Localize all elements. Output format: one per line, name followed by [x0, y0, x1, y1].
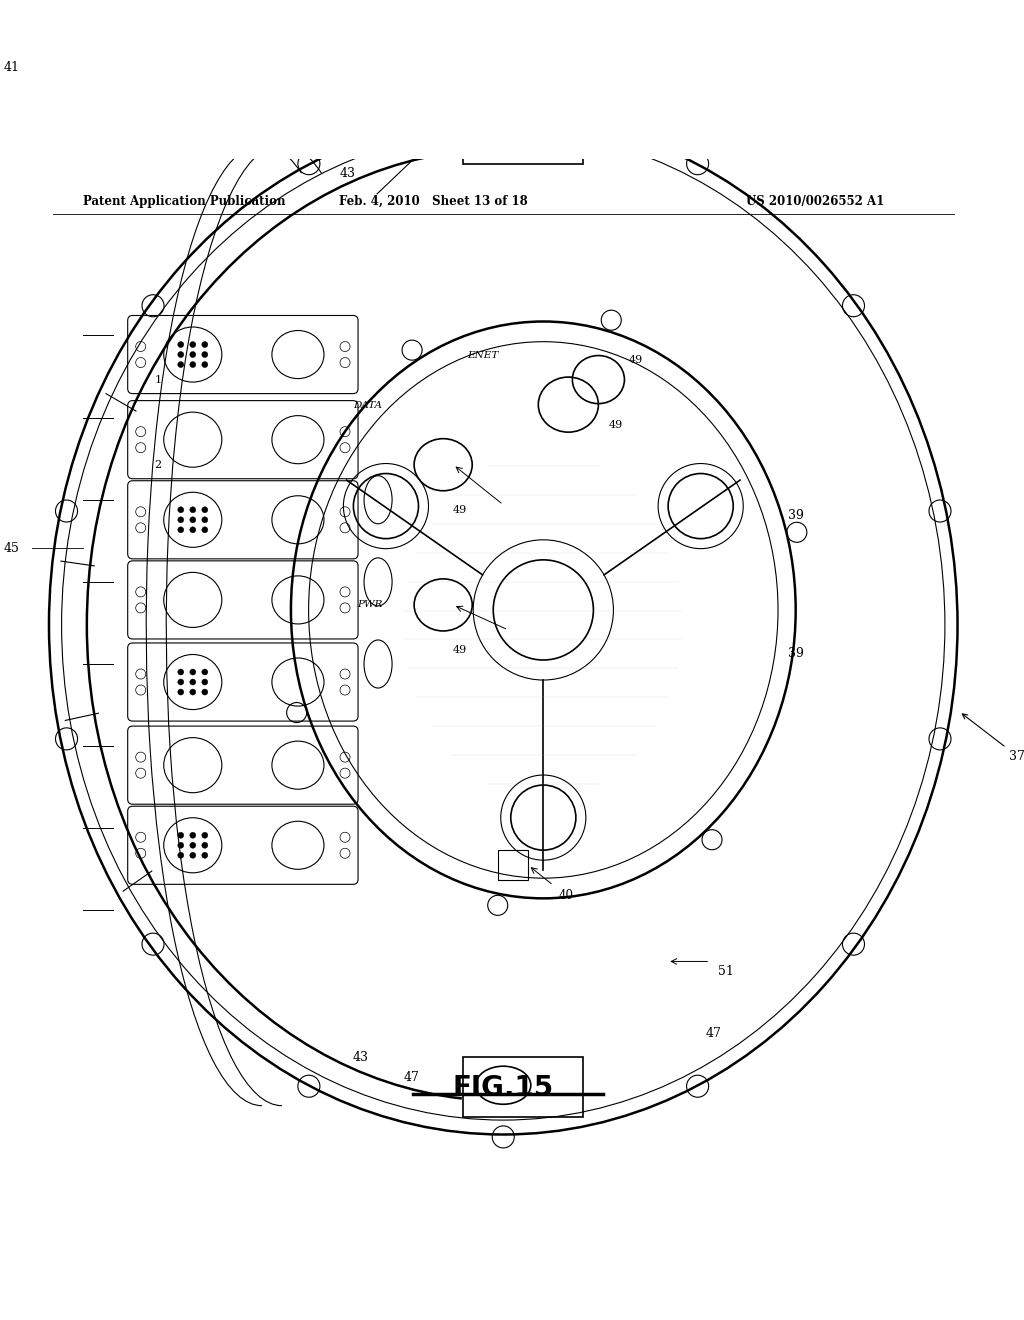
Text: 49: 49	[454, 645, 467, 655]
Ellipse shape	[178, 689, 183, 696]
Ellipse shape	[189, 507, 196, 512]
Text: 49: 49	[629, 355, 643, 364]
Ellipse shape	[189, 351, 196, 358]
Ellipse shape	[178, 517, 183, 523]
Text: 45: 45	[4, 541, 19, 554]
Text: 43: 43	[352, 1051, 369, 1064]
Text: 43: 43	[340, 168, 356, 181]
Ellipse shape	[189, 832, 196, 838]
Ellipse shape	[189, 517, 196, 523]
Text: 49: 49	[454, 504, 467, 515]
Ellipse shape	[202, 669, 208, 675]
Ellipse shape	[178, 362, 183, 367]
Ellipse shape	[178, 842, 183, 849]
Text: 40: 40	[558, 888, 573, 902]
Bar	[463, 104, 584, 164]
Text: 49: 49	[608, 420, 623, 429]
Text: 1: 1	[155, 375, 162, 384]
Text: 47: 47	[403, 1071, 419, 1084]
Ellipse shape	[202, 351, 208, 358]
Text: 39: 39	[788, 508, 804, 521]
Ellipse shape	[202, 842, 208, 849]
Ellipse shape	[189, 853, 196, 858]
Ellipse shape	[202, 527, 208, 533]
Ellipse shape	[178, 678, 183, 685]
Ellipse shape	[178, 351, 183, 358]
Ellipse shape	[178, 507, 183, 512]
Ellipse shape	[189, 669, 196, 675]
Text: Patent Application Publication: Patent Application Publication	[83, 195, 285, 207]
Ellipse shape	[202, 507, 208, 512]
Ellipse shape	[189, 362, 196, 367]
Ellipse shape	[189, 342, 196, 347]
Text: 41: 41	[3, 61, 19, 74]
Text: 39: 39	[788, 647, 804, 660]
Ellipse shape	[189, 689, 196, 696]
Ellipse shape	[202, 362, 208, 367]
Text: 2: 2	[155, 459, 162, 470]
Text: 51: 51	[718, 965, 733, 978]
Ellipse shape	[189, 678, 196, 685]
Text: Feb. 4, 2010   Sheet 13 of 18: Feb. 4, 2010 Sheet 13 of 18	[339, 195, 527, 207]
Ellipse shape	[202, 342, 208, 347]
Bar	[499, 850, 528, 880]
Text: 37: 37	[963, 714, 1024, 763]
Ellipse shape	[202, 853, 208, 858]
Text: FIG.15: FIG.15	[453, 1073, 554, 1102]
Ellipse shape	[178, 527, 183, 533]
Text: 47: 47	[706, 1027, 721, 1040]
Ellipse shape	[178, 342, 183, 347]
Ellipse shape	[202, 678, 208, 685]
Text: DATA: DATA	[353, 401, 383, 409]
Text: PWR: PWR	[357, 601, 383, 610]
Ellipse shape	[189, 527, 196, 533]
Ellipse shape	[178, 853, 183, 858]
Text: ENET: ENET	[468, 351, 499, 359]
Ellipse shape	[178, 669, 183, 675]
Ellipse shape	[202, 689, 208, 696]
Bar	[463, 1057, 584, 1117]
Ellipse shape	[202, 517, 208, 523]
Text: US 2010/0026552 A1: US 2010/0026552 A1	[745, 195, 884, 207]
Ellipse shape	[189, 842, 196, 849]
Ellipse shape	[178, 832, 183, 838]
Ellipse shape	[202, 832, 208, 838]
